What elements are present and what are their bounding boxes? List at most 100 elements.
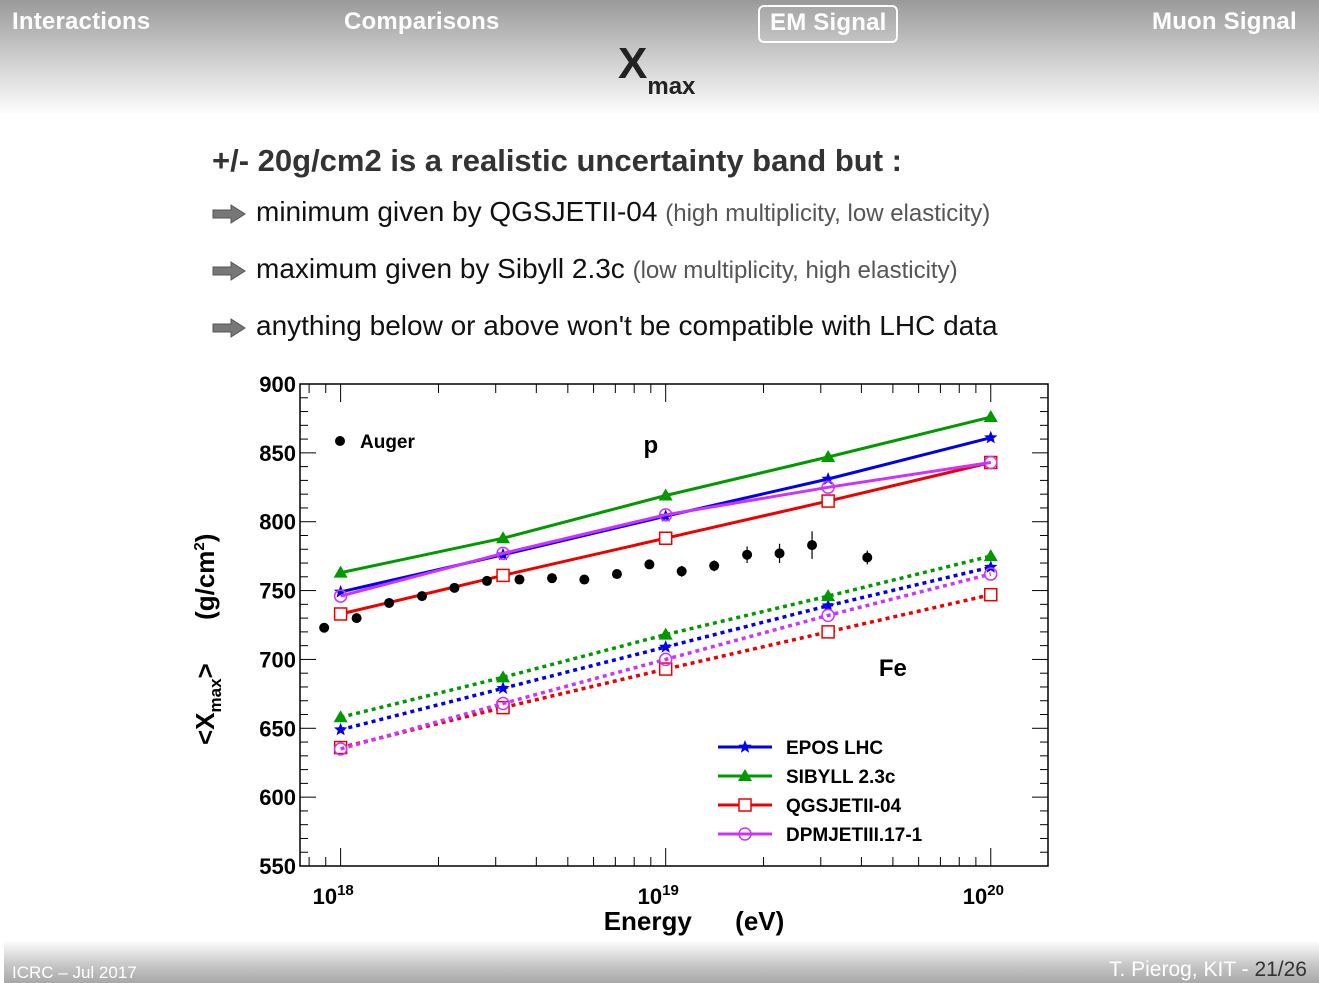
dpmjetiii-17-1-proton-point [821,480,835,495]
dpmjetiii-17-1-iron-point [658,652,673,667]
legend-label: SIBYLL 2.3c [786,767,896,788]
epos-lhc-iron-point [496,681,510,694]
nav-tab-comparisons[interactable]: Comparisons [344,8,500,35]
sibyll-2-3c-proton-point [658,488,673,501]
auger-point [351,613,362,624]
auger-point [709,560,720,571]
dpmjetiii-17-1-iron-point [496,696,510,711]
sibyll-2-3c-proton-point [821,449,836,462]
auger-point [774,548,785,559]
auger-point [807,540,818,551]
auger-point [644,559,655,570]
plot-frame [299,383,1049,867]
bullet-item: anything below or above won't be compati… [212,310,998,342]
qgsjetii-04-iron-point [821,625,835,639]
qgsjetii-04-proton-point [658,531,673,545]
y-tick-label: 550 [259,854,296,879]
nav-tab-interactions[interactable]: Interactions [12,8,151,35]
qgsjetii-04-iron-point [658,662,673,676]
auger-point [611,569,622,580]
legend-label: QGSJETII-04 [786,796,902,817]
qgsjetii-04-proton-point [333,607,348,621]
title-subscript: max [647,73,696,100]
qgsjetii-04-proton-point [496,568,510,583]
dpmjetiii-17-1-iron-line [340,572,992,751]
x-tick-label: 1018 [313,882,354,909]
auger-point [547,573,558,584]
annotation-p: p [643,432,658,459]
legend-label: EPOS LHC [786,738,883,759]
footer-conference: ICRC – Jul 2017 [12,963,137,982]
auger-point [514,574,525,585]
y-tick-label: 900 [259,372,296,397]
bullet-note: (low multiplicity, high elasticity) [632,257,958,284]
qgsjetii-04-iron-point [984,587,998,602]
y-tick-label: 700 [259,647,296,672]
legend-label: DPMJETIII.17-1 [786,825,923,846]
epos-lhc-proton-point [334,584,348,598]
x-axis-label: Energy (eV) [604,906,785,936]
annotation-fe: Fe [879,655,907,682]
page-number: 21/26 [1254,958,1307,981]
y-tick-label: 650 [259,716,296,741]
auger-point [862,552,873,563]
auger-point [676,566,687,577]
auger-point [417,591,428,602]
epos-lhc-proton-point [821,472,835,485]
sibyll-2-3c-proton-point [983,410,998,423]
epos-lhc-iron-point [984,560,998,573]
bullet-item: minimum given by QGSJETII-04 (high multi… [212,196,990,228]
bullet-text: minimum given by QGSJETII-04 [256,196,658,227]
legend-marker [738,798,752,812]
y-axis-label: <Xmax> (g/cm2) [190,534,225,745]
legend-auger-label: Auger [360,432,416,453]
sibyll-2-3c-iron-point [821,589,836,602]
dpmjetiii-17-1-proton-point [496,546,510,561]
slide-title: Xmax [618,42,695,99]
footer-author: T. Pierog, KIT - [1108,958,1255,981]
dpmjetiii-17-1-proton-point [658,508,673,522]
bullet-text: maximum given by Sibyll 2.3c [256,253,625,284]
bullet-item: maximum given by Sibyll 2.3c (low multip… [212,253,958,285]
dpmjetiii-17-1-proton-point [333,589,348,603]
epos-lhc-iron-point [659,640,673,653]
x-tick-label: 1019 [638,882,679,909]
auger-point [742,549,753,560]
y-tick-label: 750 [259,579,296,604]
sibyll-2-3c-proton-point [496,531,511,544]
nav-tab-muon-signal[interactable]: Muon Signal [1152,8,1297,35]
y-tick-label: 850 [259,441,296,466]
auger-point [449,582,460,593]
arrow-bullet-icon [212,203,246,224]
header-bar [0,0,1319,115]
sibyll-2-3c-iron-point [658,627,673,640]
y-tick-label: 800 [259,510,296,535]
legend-marker [738,827,752,841]
x-tick-label: 1020 [963,882,1004,909]
footer-author-page: T. Pierog, KIT - 21/26 [1109,958,1307,982]
legend-marker [738,769,752,781]
dpmjetiii-17-1-proton-line [340,461,992,598]
bullet-text: anything below or above won't be compati… [256,310,998,341]
auger-point [319,622,330,633]
footer-bar [4,940,1319,983]
epos-lhc-iron-point [821,598,835,612]
dpmjetiii-17-1-iron-point [984,567,998,581]
arrow-bullet-icon [212,260,246,281]
legend-marker [738,740,752,753]
nav-tab-em-signal[interactable]: EM Signal [758,5,899,43]
qgsjetii-04-proton-point [821,494,835,508]
epos-lhc-iron-point [334,722,348,736]
sibyll-2-3c-iron-point [333,710,348,723]
dpmjetiii-17-1-proton-point [984,455,998,470]
sibyll-2-3c-iron-point [496,670,511,683]
sibyll-2-3c-iron-point [983,549,998,562]
qgsjetii-04-iron-point [496,700,510,715]
sibyll-2-3c-proton-point [333,565,348,578]
dpmjetiii-17-1-iron-point [821,608,835,623]
auger-point [579,574,590,585]
arrow-bullet-icon [212,317,246,338]
legend-auger-marker [335,436,345,446]
y-tick-label: 600 [259,785,296,810]
